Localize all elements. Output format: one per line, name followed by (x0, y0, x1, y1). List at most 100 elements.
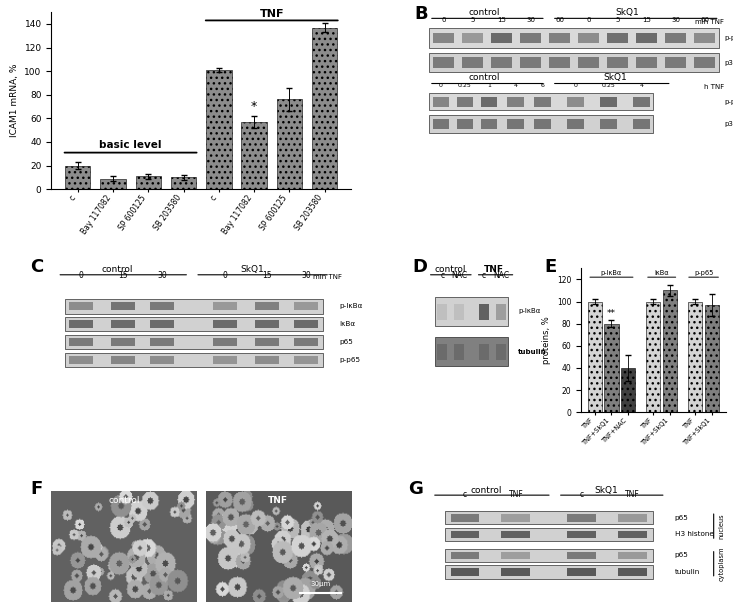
Text: NAC: NAC (493, 271, 509, 280)
Bar (463, 33, 484, 43)
Bar (501, 552, 530, 559)
Bar (633, 119, 650, 129)
Bar (65, 317, 323, 331)
Bar (604, 323, 619, 412)
Bar (213, 320, 237, 328)
Bar (430, 28, 719, 47)
Text: 30: 30 (526, 17, 535, 23)
Bar (255, 302, 279, 310)
Bar (549, 57, 570, 68)
Text: p-p38: p-p38 (725, 35, 733, 41)
Bar (65, 335, 323, 349)
Bar (432, 97, 449, 106)
Bar (294, 338, 318, 346)
Bar (534, 97, 551, 106)
Bar (663, 291, 677, 412)
Text: IκBα: IκBα (339, 321, 356, 327)
Bar (255, 356, 279, 364)
Bar (430, 115, 653, 133)
Bar (171, 178, 196, 189)
Bar (435, 297, 508, 326)
Bar (276, 100, 302, 189)
Bar (507, 119, 524, 129)
Bar (150, 338, 174, 346)
Bar (65, 165, 90, 189)
Bar (445, 549, 652, 562)
Bar (549, 33, 570, 43)
Text: 0: 0 (574, 83, 578, 88)
Bar (206, 70, 232, 189)
Text: c: c (440, 271, 444, 280)
Bar (294, 320, 318, 328)
Text: H3 histone: H3 histone (674, 531, 714, 537)
Text: 30: 30 (301, 271, 311, 280)
Bar (312, 27, 337, 189)
Bar (430, 92, 653, 111)
Text: 0: 0 (79, 271, 84, 280)
Bar (496, 344, 506, 360)
Bar (491, 57, 512, 68)
Bar (445, 565, 652, 579)
Text: control: control (101, 265, 133, 274)
Bar (621, 368, 636, 412)
Bar (65, 353, 323, 367)
Bar (255, 320, 279, 328)
Bar (501, 531, 530, 538)
Text: control: control (435, 265, 466, 274)
Text: SkQ1: SkQ1 (594, 486, 618, 495)
Bar (433, 57, 454, 68)
Bar (501, 514, 530, 522)
Text: TNF: TNF (509, 491, 523, 499)
Bar (567, 568, 596, 576)
Text: TNF: TNF (484, 265, 504, 274)
Text: 60: 60 (556, 17, 564, 23)
Bar (647, 302, 660, 412)
Bar (432, 119, 449, 129)
Text: nucleus: nucleus (718, 513, 724, 539)
Text: p-IκBα: p-IκBα (518, 308, 540, 314)
Bar (451, 531, 479, 538)
Bar (479, 304, 489, 320)
Bar (437, 304, 447, 320)
Bar (445, 511, 652, 525)
Bar (213, 338, 237, 346)
Bar (496, 304, 506, 320)
Bar (454, 304, 465, 320)
Bar (633, 97, 650, 106)
Text: 0.25: 0.25 (602, 83, 616, 88)
Text: 4: 4 (640, 83, 644, 88)
Bar (578, 57, 600, 68)
Text: p-p65: p-p65 (339, 357, 360, 363)
Text: p-p65: p-p65 (694, 270, 713, 276)
Bar (241, 122, 267, 189)
Text: 0: 0 (442, 17, 446, 23)
Text: tubulin: tubulin (674, 569, 700, 575)
Text: 0: 0 (439, 83, 443, 88)
Bar (705, 305, 719, 412)
Bar (479, 344, 489, 360)
Bar (501, 568, 530, 576)
Bar (694, 33, 715, 43)
Text: SkQ1: SkQ1 (240, 265, 264, 274)
Bar (451, 568, 479, 576)
Text: basic level: basic level (100, 140, 162, 150)
Bar (437, 344, 447, 360)
Text: tubulin: tubulin (518, 349, 547, 354)
Text: C: C (30, 258, 43, 276)
Bar (65, 299, 323, 314)
Bar (578, 33, 600, 43)
Bar (294, 302, 318, 310)
Bar (567, 97, 584, 106)
Bar (451, 514, 479, 522)
Text: p65: p65 (674, 515, 688, 521)
Text: **: ** (607, 309, 616, 318)
Bar (600, 97, 617, 106)
Bar (607, 57, 628, 68)
Bar (150, 302, 174, 310)
Bar (136, 176, 161, 189)
Text: G: G (408, 480, 423, 498)
Bar (567, 119, 584, 129)
Bar (70, 338, 93, 346)
Text: E: E (545, 258, 557, 276)
Text: D: D (413, 258, 427, 276)
